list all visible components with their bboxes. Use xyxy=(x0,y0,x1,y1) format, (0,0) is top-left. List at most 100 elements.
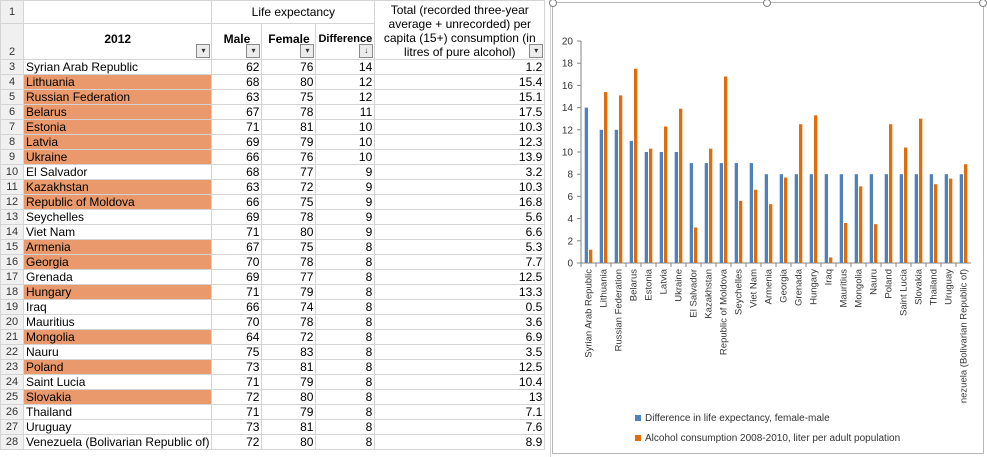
difference-cell[interactable]: 14 xyxy=(315,59,376,75)
difference-cell[interactable]: 8 xyxy=(315,404,376,420)
alcohol-cell[interactable]: 5.3 xyxy=(374,239,546,255)
alcohol-cell[interactable]: 7.7 xyxy=(374,254,546,270)
male-cell[interactable]: 72 xyxy=(211,434,263,450)
alcohol-cell[interactable]: 12.5 xyxy=(374,269,546,285)
difference-cell[interactable]: 9 xyxy=(315,209,376,225)
female-cell[interactable]: 81 xyxy=(261,359,317,375)
country-cell[interactable]: Viet Nam xyxy=(22,224,213,240)
row-number[interactable]: 6 xyxy=(0,104,24,120)
difference-cell[interactable]: 8 xyxy=(315,299,376,315)
row-number[interactable]: 10 xyxy=(0,164,24,180)
alcohol-cell[interactable]: 15.1 xyxy=(374,89,546,105)
country-cell[interactable]: Republic of Moldova xyxy=(22,194,213,210)
female-header[interactable]: Female ▾ xyxy=(261,23,317,60)
male-cell[interactable]: 71 xyxy=(211,119,263,135)
male-cell[interactable]: 69 xyxy=(211,134,263,150)
country-cell[interactable]: Mongolia xyxy=(22,329,213,345)
difference-cell[interactable]: 10 xyxy=(315,119,376,135)
alcohol-cell[interactable]: 3.2 xyxy=(374,164,546,180)
male-cell[interactable]: 63 xyxy=(211,89,263,105)
row-number[interactable]: 21 xyxy=(0,329,24,345)
male-cell[interactable]: 69 xyxy=(211,209,263,225)
male-cell[interactable]: 68 xyxy=(211,74,263,90)
country-cell[interactable]: Slovakia xyxy=(22,389,213,405)
row-number[interactable]: 15 xyxy=(0,239,24,255)
difference-cell[interactable]: 9 xyxy=(315,164,376,180)
male-cell[interactable]: 66 xyxy=(211,149,263,165)
row-number[interactable]: 3 xyxy=(0,59,24,75)
female-cell[interactable]: 75 xyxy=(261,239,317,255)
country-cell[interactable]: Nauru xyxy=(22,344,213,360)
female-cell[interactable]: 79 xyxy=(261,134,317,150)
difference-cell[interactable]: 8 xyxy=(315,269,376,285)
female-cell[interactable]: 77 xyxy=(261,269,317,285)
male-cell[interactable]: 71 xyxy=(211,374,263,390)
row-number[interactable]: 11 xyxy=(0,179,24,195)
row-number[interactable]: 13 xyxy=(0,209,24,225)
difference-cell[interactable]: 8 xyxy=(315,434,376,450)
difference-cell[interactable]: 9 xyxy=(315,179,376,195)
row-number[interactable]: 24 xyxy=(0,374,24,390)
difference-cell[interactable]: 8 xyxy=(315,374,376,390)
country-cell[interactable]: Thailand xyxy=(22,404,213,420)
country-cell[interactable]: Estonia xyxy=(22,119,213,135)
difference-cell[interactable]: 10 xyxy=(315,149,376,165)
chart-panel[interactable]: 0 2 4 6 8 10 12 14 16 18 20 Syrian Arab Republic Lit… xyxy=(549,0,987,454)
row-number[interactable]: 16 xyxy=(0,254,24,270)
female-cell[interactable]: 83 xyxy=(261,344,317,360)
row-number[interactable]: 18 xyxy=(0,284,24,300)
filter-dropdown-icon[interactable]: ▾ xyxy=(529,44,544,58)
difference-cell[interactable]: 12 xyxy=(315,74,376,90)
female-cell[interactable]: 78 xyxy=(261,314,317,330)
male-cell[interactable]: 75 xyxy=(211,344,263,360)
row-number[interactable]: 27 xyxy=(0,419,24,435)
alcohol-cell[interactable]: 10.3 xyxy=(374,119,546,135)
sort-descending-icon[interactable]: ↓ xyxy=(359,44,374,58)
row-number[interactable]: 20 xyxy=(0,314,24,330)
row-number[interactable]: 1 xyxy=(0,0,24,25)
difference-header[interactable]: Difference ↓ xyxy=(315,23,376,60)
row-number[interactable]: 5 xyxy=(0,89,24,105)
alcohol-cell[interactable]: 6.6 xyxy=(374,224,546,240)
country-cell[interactable]: El Salvador xyxy=(22,164,213,180)
difference-cell[interactable]: 8 xyxy=(315,359,376,375)
female-cell[interactable]: 81 xyxy=(261,419,317,435)
row-number[interactable]: 22 xyxy=(0,344,24,360)
alcohol-cell[interactable]: 10.4 xyxy=(374,374,546,390)
country-cell[interactable]: Grenada xyxy=(22,269,213,285)
row-number[interactable]: 23 xyxy=(0,359,24,375)
difference-cell[interactable]: 8 xyxy=(315,389,376,405)
female-cell[interactable]: 80 xyxy=(261,389,317,405)
difference-cell[interactable]: 11 xyxy=(315,104,376,120)
country-cell[interactable]: Saint Lucia xyxy=(22,374,213,390)
female-cell[interactable]: 78 xyxy=(261,209,317,225)
country-cell[interactable]: Poland xyxy=(22,359,213,375)
difference-cell[interactable]: 12 xyxy=(315,89,376,105)
difference-cell[interactable]: 9 xyxy=(315,224,376,240)
alcohol-cell[interactable]: 7.1 xyxy=(374,404,546,420)
alcohol-cell[interactable]: 8.9 xyxy=(374,434,546,450)
alcohol-cell[interactable]: 13.3 xyxy=(374,284,546,300)
row-number[interactable]: 9 xyxy=(0,149,24,165)
difference-cell[interactable]: 8 xyxy=(315,254,376,270)
difference-cell[interactable]: 8 xyxy=(315,344,376,360)
female-cell[interactable]: 75 xyxy=(261,89,317,105)
year-header[interactable]: 2012 ▾ xyxy=(22,23,213,60)
male-cell[interactable]: 67 xyxy=(211,104,263,120)
male-cell[interactable]: 70 xyxy=(211,254,263,270)
female-cell[interactable]: 79 xyxy=(261,374,317,390)
female-cell[interactable]: 81 xyxy=(261,119,317,135)
row-number[interactable]: 17 xyxy=(0,269,24,285)
alcohol-cell[interactable]: 12.5 xyxy=(374,359,546,375)
difference-cell[interactable]: 8 xyxy=(315,329,376,345)
row-number[interactable]: 7 xyxy=(0,119,24,135)
female-cell[interactable]: 77 xyxy=(261,164,317,180)
empty-cell[interactable] xyxy=(22,0,213,25)
country-cell[interactable]: Russian Federation xyxy=(22,89,213,105)
male-cell[interactable]: 72 xyxy=(211,389,263,405)
country-cell[interactable]: Latvia xyxy=(22,134,213,150)
male-cell[interactable]: 71 xyxy=(211,224,263,240)
difference-cell[interactable]: 10 xyxy=(315,134,376,150)
difference-cell[interactable]: 9 xyxy=(315,194,376,210)
alcohol-cell[interactable]: 16.8 xyxy=(374,194,546,210)
